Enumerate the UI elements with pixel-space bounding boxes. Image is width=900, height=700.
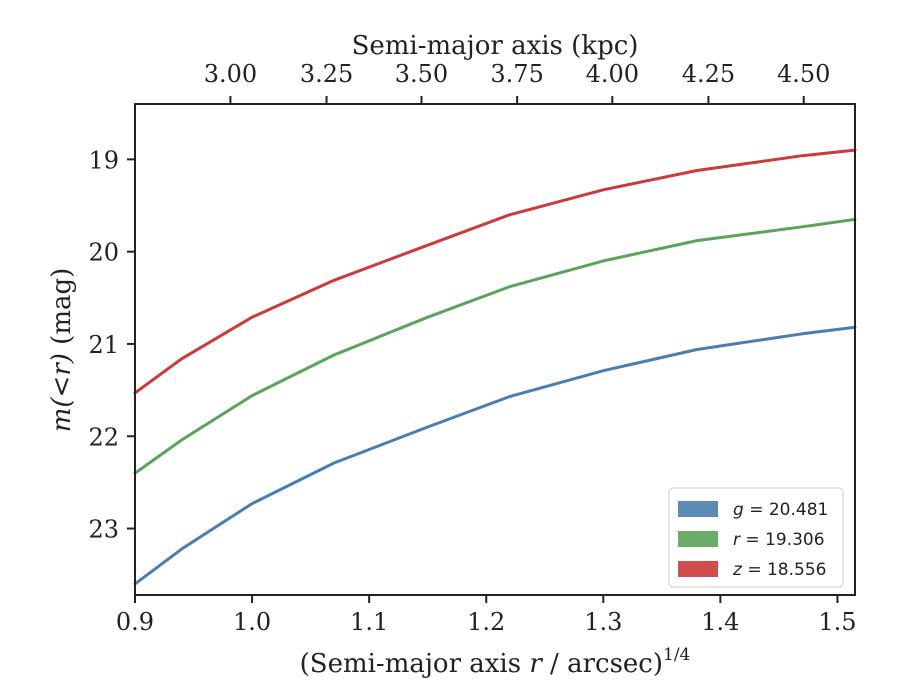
x2-tick-label: 4.00 <box>586 60 639 88</box>
x2-tick-label: 4.50 <box>777 60 830 88</box>
x2-tick-label: 3.25 <box>300 60 353 88</box>
series-line-g <box>133 325 857 586</box>
y-axis-label-math: (<r) <box>47 353 77 408</box>
axes-frame <box>134 103 856 596</box>
x-tick-label: 1.2 <box>467 608 505 636</box>
legend-swatch-g <box>678 501 718 517</box>
y-tick-label: 22 <box>88 423 119 451</box>
x-tick-label: 0.9 <box>116 608 154 636</box>
x-axis-label-suffix: / arcsec) <box>542 649 663 679</box>
series-layer <box>133 148 857 586</box>
x2-tick-label: 3.50 <box>395 60 448 88</box>
y-tick-label: 23 <box>88 516 119 544</box>
x2-tick-label: 3.75 <box>490 60 543 88</box>
x-tick-label: 1.5 <box>818 608 856 636</box>
y-tick-label: 21 <box>88 331 119 359</box>
x-axis-label: (Semi-major axis r / arcsec)1/4 <box>300 645 691 679</box>
y-tick-label: 19 <box>88 146 119 174</box>
legend-swatch-r <box>678 531 718 547</box>
x2-tick-label: 4.25 <box>682 60 735 88</box>
x2-axis-label: Semi-major axis (kpc) <box>352 31 639 61</box>
x-tick-label: 1.0 <box>233 608 271 636</box>
x-axis-label-exponent: 1/4 <box>663 645 690 665</box>
series-line-r <box>133 217 857 475</box>
x-tick-label: 1.1 <box>350 608 388 636</box>
y-tick-label: 20 <box>88 239 119 267</box>
legend-entries: g = 20.481 r = 19.306 z = 18.556 <box>678 500 828 580</box>
x-tick-label: 1.3 <box>584 608 622 636</box>
x2-tick-label: 3.00 <box>204 60 257 88</box>
legend-label-r: r = 19.306 <box>733 530 825 550</box>
x-axis-label-prefix: (Semi-major axis <box>300 649 530 679</box>
x-tick-label: 1.4 <box>701 608 739 636</box>
legend: g = 20.481 r = 19.306 z = 18.556 <box>668 487 844 588</box>
series-line-z <box>133 148 857 395</box>
y-axis-label: m(<r) (mag) <box>47 268 77 433</box>
legend-swatch-z <box>678 561 718 577</box>
x-axis-label-var: r <box>529 649 543 679</box>
y-axis-label-unit: (mag) <box>47 268 77 353</box>
legend-label-g: g = 20.481 <box>733 500 828 520</box>
y-axis-label-var: m <box>47 408 77 433</box>
legend-label-z: z = 18.556 <box>732 560 826 580</box>
ticks-layer: 0.9 1.0 1.1 1.2 1.3 1.4 1.5 19 20 21 22 23 3.00 3.25 3… <box>88 60 856 636</box>
